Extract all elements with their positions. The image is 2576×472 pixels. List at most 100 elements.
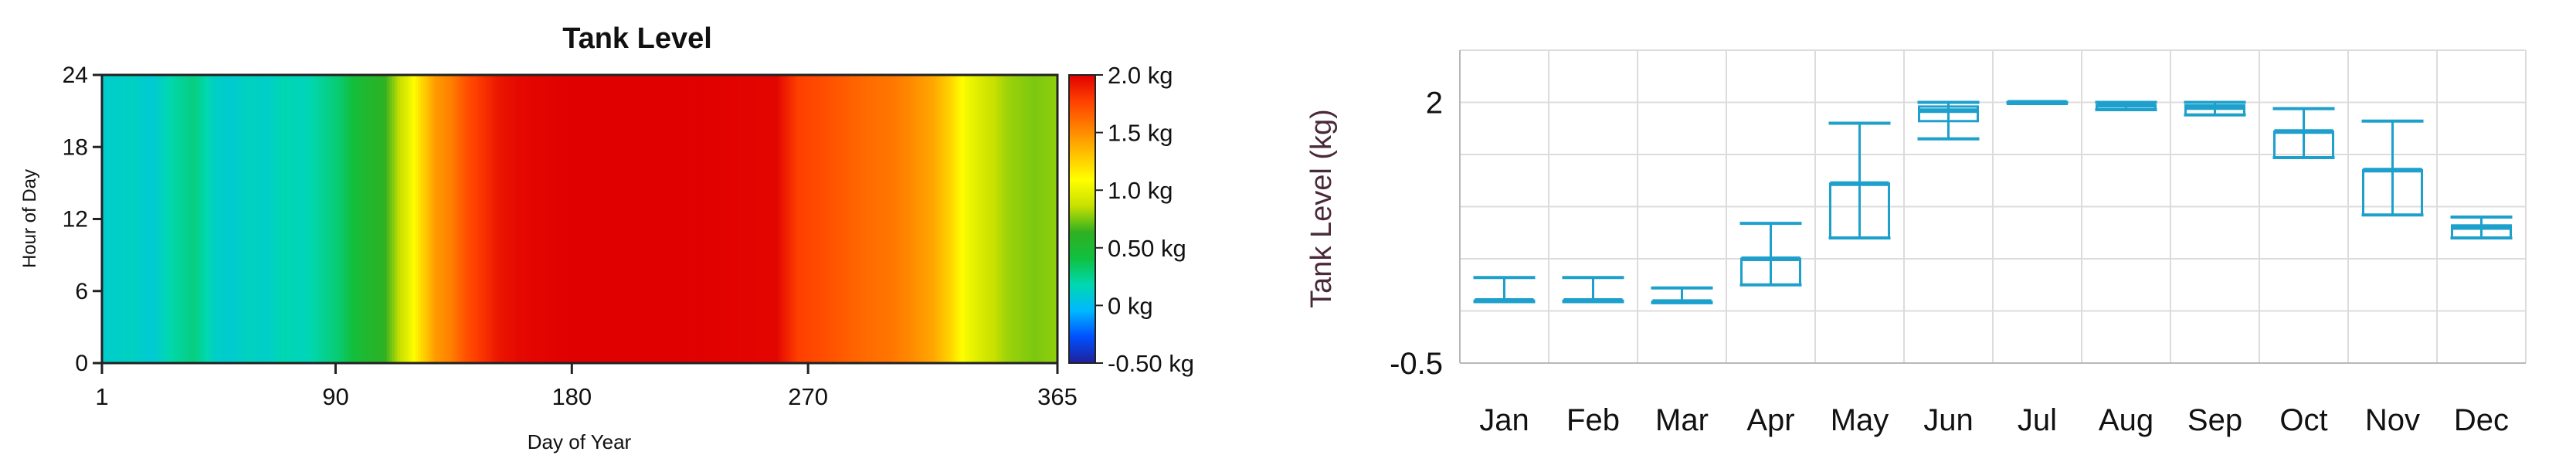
heatmap-cell <box>195 75 199 363</box>
box-mark-sep <box>2184 100 2246 117</box>
heatmap-cell <box>617 75 621 363</box>
heatmap-cell <box>478 75 482 363</box>
heatmap-cell <box>733 75 737 363</box>
heatmap-cell <box>281 75 285 363</box>
box-mark-jun <box>1917 100 1980 141</box>
box-mark-dec <box>2450 216 2513 239</box>
heatmap-cell <box>943 75 947 363</box>
heatmap-cell <box>324 75 328 363</box>
heatmap-cell <box>570 75 574 363</box>
heatmap-cell <box>337 75 341 363</box>
heatmap-cell <box>901 75 904 363</box>
heatmap-cell <box>788 75 792 363</box>
heatmap-cell <box>371 75 375 363</box>
heatmap-cell <box>502 75 506 363</box>
heatmap-cell <box>786 75 789 363</box>
heatmap-cell <box>494 75 498 363</box>
heatmap-cell <box>796 75 799 363</box>
heatmap-cell <box>683 75 687 363</box>
heatmap-cell <box>531 75 535 363</box>
heatmap-cell <box>633 75 637 363</box>
heatmap-cell <box>820 75 823 363</box>
heatmap-cell <box>416 75 419 363</box>
heatmap-cell <box>245 75 249 363</box>
heatmap-cell <box>993 75 996 363</box>
heatmap-cell <box>675 75 679 363</box>
heatmap-cell <box>694 75 697 363</box>
heatmap-chart: Tank Level 0 6 12 18 24 1 90 180 270 365 Day of … <box>19 22 1194 453</box>
heatmap-cell <box>549 75 553 363</box>
heatmap-cell <box>339 75 343 363</box>
box-y-axis: -0.5 2 <box>1390 87 1443 382</box>
heatmap-y-axis: 0 6 12 18 24 <box>63 63 102 376</box>
heatmap-cell <box>575 75 579 363</box>
heatmap-cell <box>1050 75 1054 363</box>
heatmap-cell <box>224 75 228 363</box>
heatmap-cell <box>680 75 684 363</box>
heatmap-cell <box>925 75 928 363</box>
heatmap-cell <box>607 75 611 363</box>
heatmap-cell <box>258 75 262 363</box>
heatmap-cell <box>352 75 356 363</box>
heatmap-cell <box>216 75 219 363</box>
heatmap-cell <box>662 75 666 363</box>
heatmap-cell <box>541 75 545 363</box>
heatmap-x-tick-label: 1 <box>95 383 108 410</box>
box-x-tick-label: Jul <box>2018 403 2057 437</box>
heatmap-cell <box>906 75 910 363</box>
heatmap-cell <box>271 75 275 363</box>
heatmap-cell <box>699 75 703 363</box>
heatmap-y-tick-label: 6 <box>75 279 88 304</box>
heatmap-cell <box>137 75 141 363</box>
heatmap-cell <box>318 75 322 363</box>
heatmap-cell <box>596 75 600 363</box>
box-y-tick-label: -0.5 <box>1390 347 1443 381</box>
heatmap-cell <box>565 75 568 363</box>
heatmap-cell <box>880 75 884 363</box>
heatmap-cell <box>709 75 713 363</box>
heatmap-cell <box>568 75 572 363</box>
heatmap-cell <box>302 75 306 363</box>
heatmap-cell <box>544 75 548 363</box>
heatmap-cell <box>116 75 120 363</box>
heatmap-cell <box>1035 75 1039 363</box>
heatmap-cell <box>977 75 981 363</box>
heatmap-cell <box>1000 75 1004 363</box>
heatmap-cell <box>114 75 117 363</box>
heatmap-cell <box>1024 75 1028 363</box>
heatmap-cell <box>237 75 241 363</box>
heatmap-cell <box>932 75 936 363</box>
heatmap-cell <box>769 75 773 363</box>
heatmap-cell <box>893 75 897 363</box>
heatmap-cell <box>1032 75 1036 363</box>
box-grid <box>1459 49 2527 364</box>
box-x-tick-label: Dec <box>2454 403 2509 437</box>
heatmap-y-axis-label: Hour of Day <box>19 169 40 268</box>
heatmap-cell <box>457 75 461 363</box>
heatmap-cell <box>166 75 170 363</box>
heatmap-cell <box>854 75 857 363</box>
heatmap-cell <box>830 75 834 363</box>
heatmap-cell <box>465 75 469 363</box>
heatmap-cell <box>124 75 127 363</box>
heatmap-cell <box>896 75 899 363</box>
heatmap-cell <box>455 75 459 363</box>
box-x-tick-label: Jan <box>1479 403 1529 437</box>
heatmap-cell <box>686 75 690 363</box>
heatmap-cell <box>746 75 750 363</box>
heatmap-cell <box>394 75 398 363</box>
heatmap-cell <box>578 75 582 363</box>
heatmap-cell <box>507 75 511 363</box>
box-x-tick-label: Aug <box>2099 403 2153 437</box>
heatmap-cell <box>562 75 566 363</box>
heatmap-y-tick-label: 0 <box>75 351 88 376</box>
heatmap-x-tick-label: 365 <box>1037 383 1078 410</box>
heatmap-cell <box>132 75 136 363</box>
heatmap-cell <box>767 75 771 363</box>
heatmap-cell <box>313 75 317 363</box>
heatmap-cell <box>521 75 524 363</box>
colorbar <box>1068 74 1096 364</box>
heatmap-cell <box>741 75 745 363</box>
heatmap-cell <box>150 75 154 363</box>
